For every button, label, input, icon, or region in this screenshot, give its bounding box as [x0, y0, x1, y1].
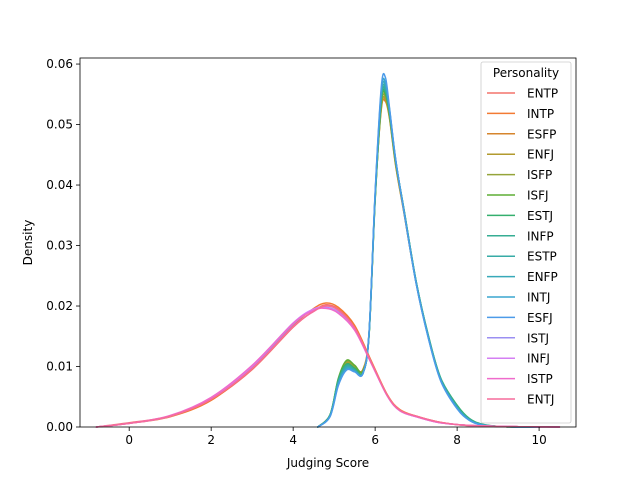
legend-label-entj: ENTJ: [527, 393, 554, 407]
legend-label-enfp: ENFP: [527, 270, 558, 284]
x-tick-label: 10: [531, 433, 546, 447]
y-tick-label: 0.01: [46, 360, 73, 374]
legend-label-enfj: ENFJ: [527, 148, 554, 162]
x-tick-label: 4: [289, 433, 297, 447]
legend-label-istj: ISTJ: [527, 331, 549, 345]
x-tick-label: 2: [207, 433, 215, 447]
x-tick-label: 8: [453, 433, 461, 447]
y-tick-label: 0.03: [46, 239, 73, 253]
legend-label-estj: ESTJ: [527, 209, 553, 223]
series-line-esfj: [317, 72, 540, 428]
y-tick-label: 0.02: [46, 299, 73, 313]
legend-label-isfp: ISFP: [527, 168, 552, 182]
legend: Personality ENTP INTP ESFP ENFJ ISFP ISFJ ESTJ…: [480, 61, 572, 424]
y-axis-ticks: 0.00 0.01 0.02 0.03 0.04 0.05 0.06: [46, 57, 80, 434]
legend-label-intp: INTP: [527, 107, 554, 121]
x-tick-label: 0: [125, 433, 133, 447]
y-tick-label: 0.00: [46, 420, 73, 434]
legend-label-istp: ISTP: [527, 372, 553, 386]
legend-label-estp: ESTP: [527, 250, 557, 264]
legend-label-infp: INFP: [527, 229, 554, 243]
series-layer: [95, 72, 561, 428]
legend-box: [480, 61, 572, 424]
legend-title: Personality: [493, 66, 559, 80]
legend-label-isfj: ISFJ: [527, 189, 549, 203]
legend-label-intj: INTJ: [527, 291, 550, 305]
y-tick-label: 0.05: [46, 118, 73, 132]
legend-label-entp: ENTP: [527, 87, 558, 101]
x-axis-ticks: 0 2 4 6 8 10: [125, 427, 547, 447]
y-tick-label: 0.04: [46, 178, 73, 192]
legend-label-esfj: ESFJ: [527, 311, 553, 325]
series-line-entj: [95, 305, 561, 428]
legend-label-esfp: ESFP: [527, 127, 556, 141]
plot-frame: [79, 57, 577, 428]
y-tick-label: 0.06: [46, 57, 73, 71]
legend-label-infj: INFJ: [527, 352, 550, 366]
x-tick-label: 6: [371, 433, 379, 447]
y-axis-label: Density: [21, 220, 35, 266]
x-axis-label: Judging Score: [286, 456, 369, 470]
legend-items: ENTP INTP ESFP ENFJ ISFP ISFJ ESTJ INFP ESTP ENFP…: [487, 87, 558, 407]
